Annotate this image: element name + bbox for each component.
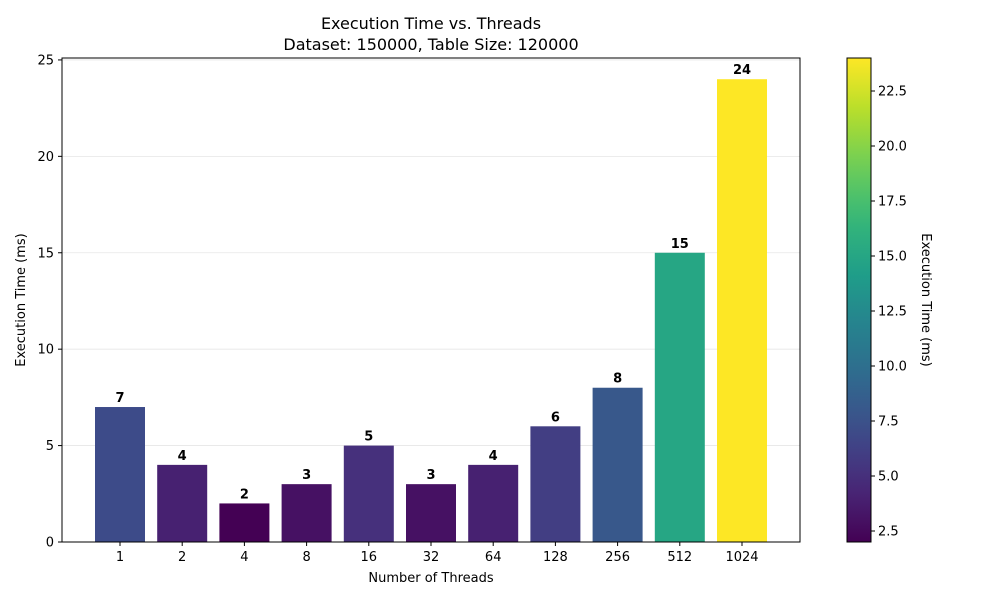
x-tick-label: 32 [423, 550, 440, 565]
x-tick-label: 8 [302, 550, 310, 565]
bar-128 [530, 426, 581, 542]
x-tick-label: 128 [543, 550, 568, 565]
y-tick-label: 0 [46, 536, 54, 551]
bar-value-label: 3 [426, 468, 435, 483]
x-tick-label: 1024 [725, 550, 758, 565]
bar-512 [654, 252, 705, 543]
bar-256 [592, 387, 643, 542]
bar-value-label: 24 [733, 63, 751, 78]
x-tick-label: 512 [667, 550, 692, 565]
bars [95, 79, 767, 543]
y-tick-label: 20 [37, 150, 54, 165]
bar-4 [219, 503, 270, 542]
bar-value-label: 6 [551, 410, 560, 425]
bar-1 [95, 407, 145, 542]
bar-16 [343, 445, 394, 542]
colorbar-tick-label: 20.0 [878, 140, 907, 155]
y-axis: 0 5 10 15 20 25 [37, 53, 62, 551]
colorbar-tick-label: 2.5 [878, 525, 899, 540]
colorbar-tick-label: 17.5 [878, 195, 907, 210]
x-tick-label: 4 [240, 550, 248, 565]
colorbar-tick-label: 15.0 [878, 250, 907, 265]
bar-1024 [717, 79, 767, 543]
y-axis-label: Execution Time (ms) [14, 233, 29, 366]
x-tick-label: 64 [485, 550, 502, 565]
bar-value-label: 4 [489, 449, 498, 464]
colorbar-tick-label: 10.0 [878, 360, 907, 375]
y-tick-label: 15 [37, 246, 54, 261]
colorbar-tick-label: 5.0 [878, 470, 899, 485]
colorbar-tick-label: 7.5 [878, 415, 899, 430]
y-tick-label: 25 [37, 53, 54, 68]
y-tick-label: 5 [46, 439, 54, 454]
colorbar-label: Execution Time (ms) [918, 233, 933, 366]
bar-value-label: 7 [115, 391, 124, 406]
colorbar-tick-label: 12.5 [878, 305, 907, 320]
bar-value-labels: 7 4 2 3 5 3 4 6 8 15 24 [115, 63, 751, 502]
bar-value-label: 3 [302, 468, 311, 483]
x-axis: 1 2 4 8 16 32 64 128 256 512 1024 [116, 542, 759, 565]
x-tick-label: 16 [361, 550, 378, 565]
chart-title: Execution Time vs. Threads [321, 14, 541, 33]
bar-64 [468, 464, 519, 542]
x-tick-label: 256 [605, 550, 630, 565]
x-tick-label: 1 [116, 550, 124, 565]
bar-8 [281, 484, 332, 542]
colorbar-tick-label: 22.5 [878, 85, 907, 100]
bar-32 [406, 484, 456, 542]
bar-2 [157, 464, 208, 542]
bar-value-label: 5 [364, 430, 373, 445]
x-axis-label: Number of Threads [368, 571, 493, 586]
bar-value-label: 8 [613, 372, 622, 387]
colorbar [846, 57, 872, 543]
bar-value-label: 2 [240, 487, 249, 502]
colorbar-ticks: 2.5 5.0 7.5 10.0 12.5 15.0 17.5 20.0 22.5 [871, 85, 907, 540]
y-tick-label: 10 [37, 343, 54, 358]
chart-subtitle: Dataset: 150000, Table Size: 120000 [283, 35, 578, 54]
x-tick-label: 2 [178, 550, 186, 565]
bar-value-label: 4 [178, 449, 187, 464]
bar-value-label: 15 [671, 237, 689, 252]
